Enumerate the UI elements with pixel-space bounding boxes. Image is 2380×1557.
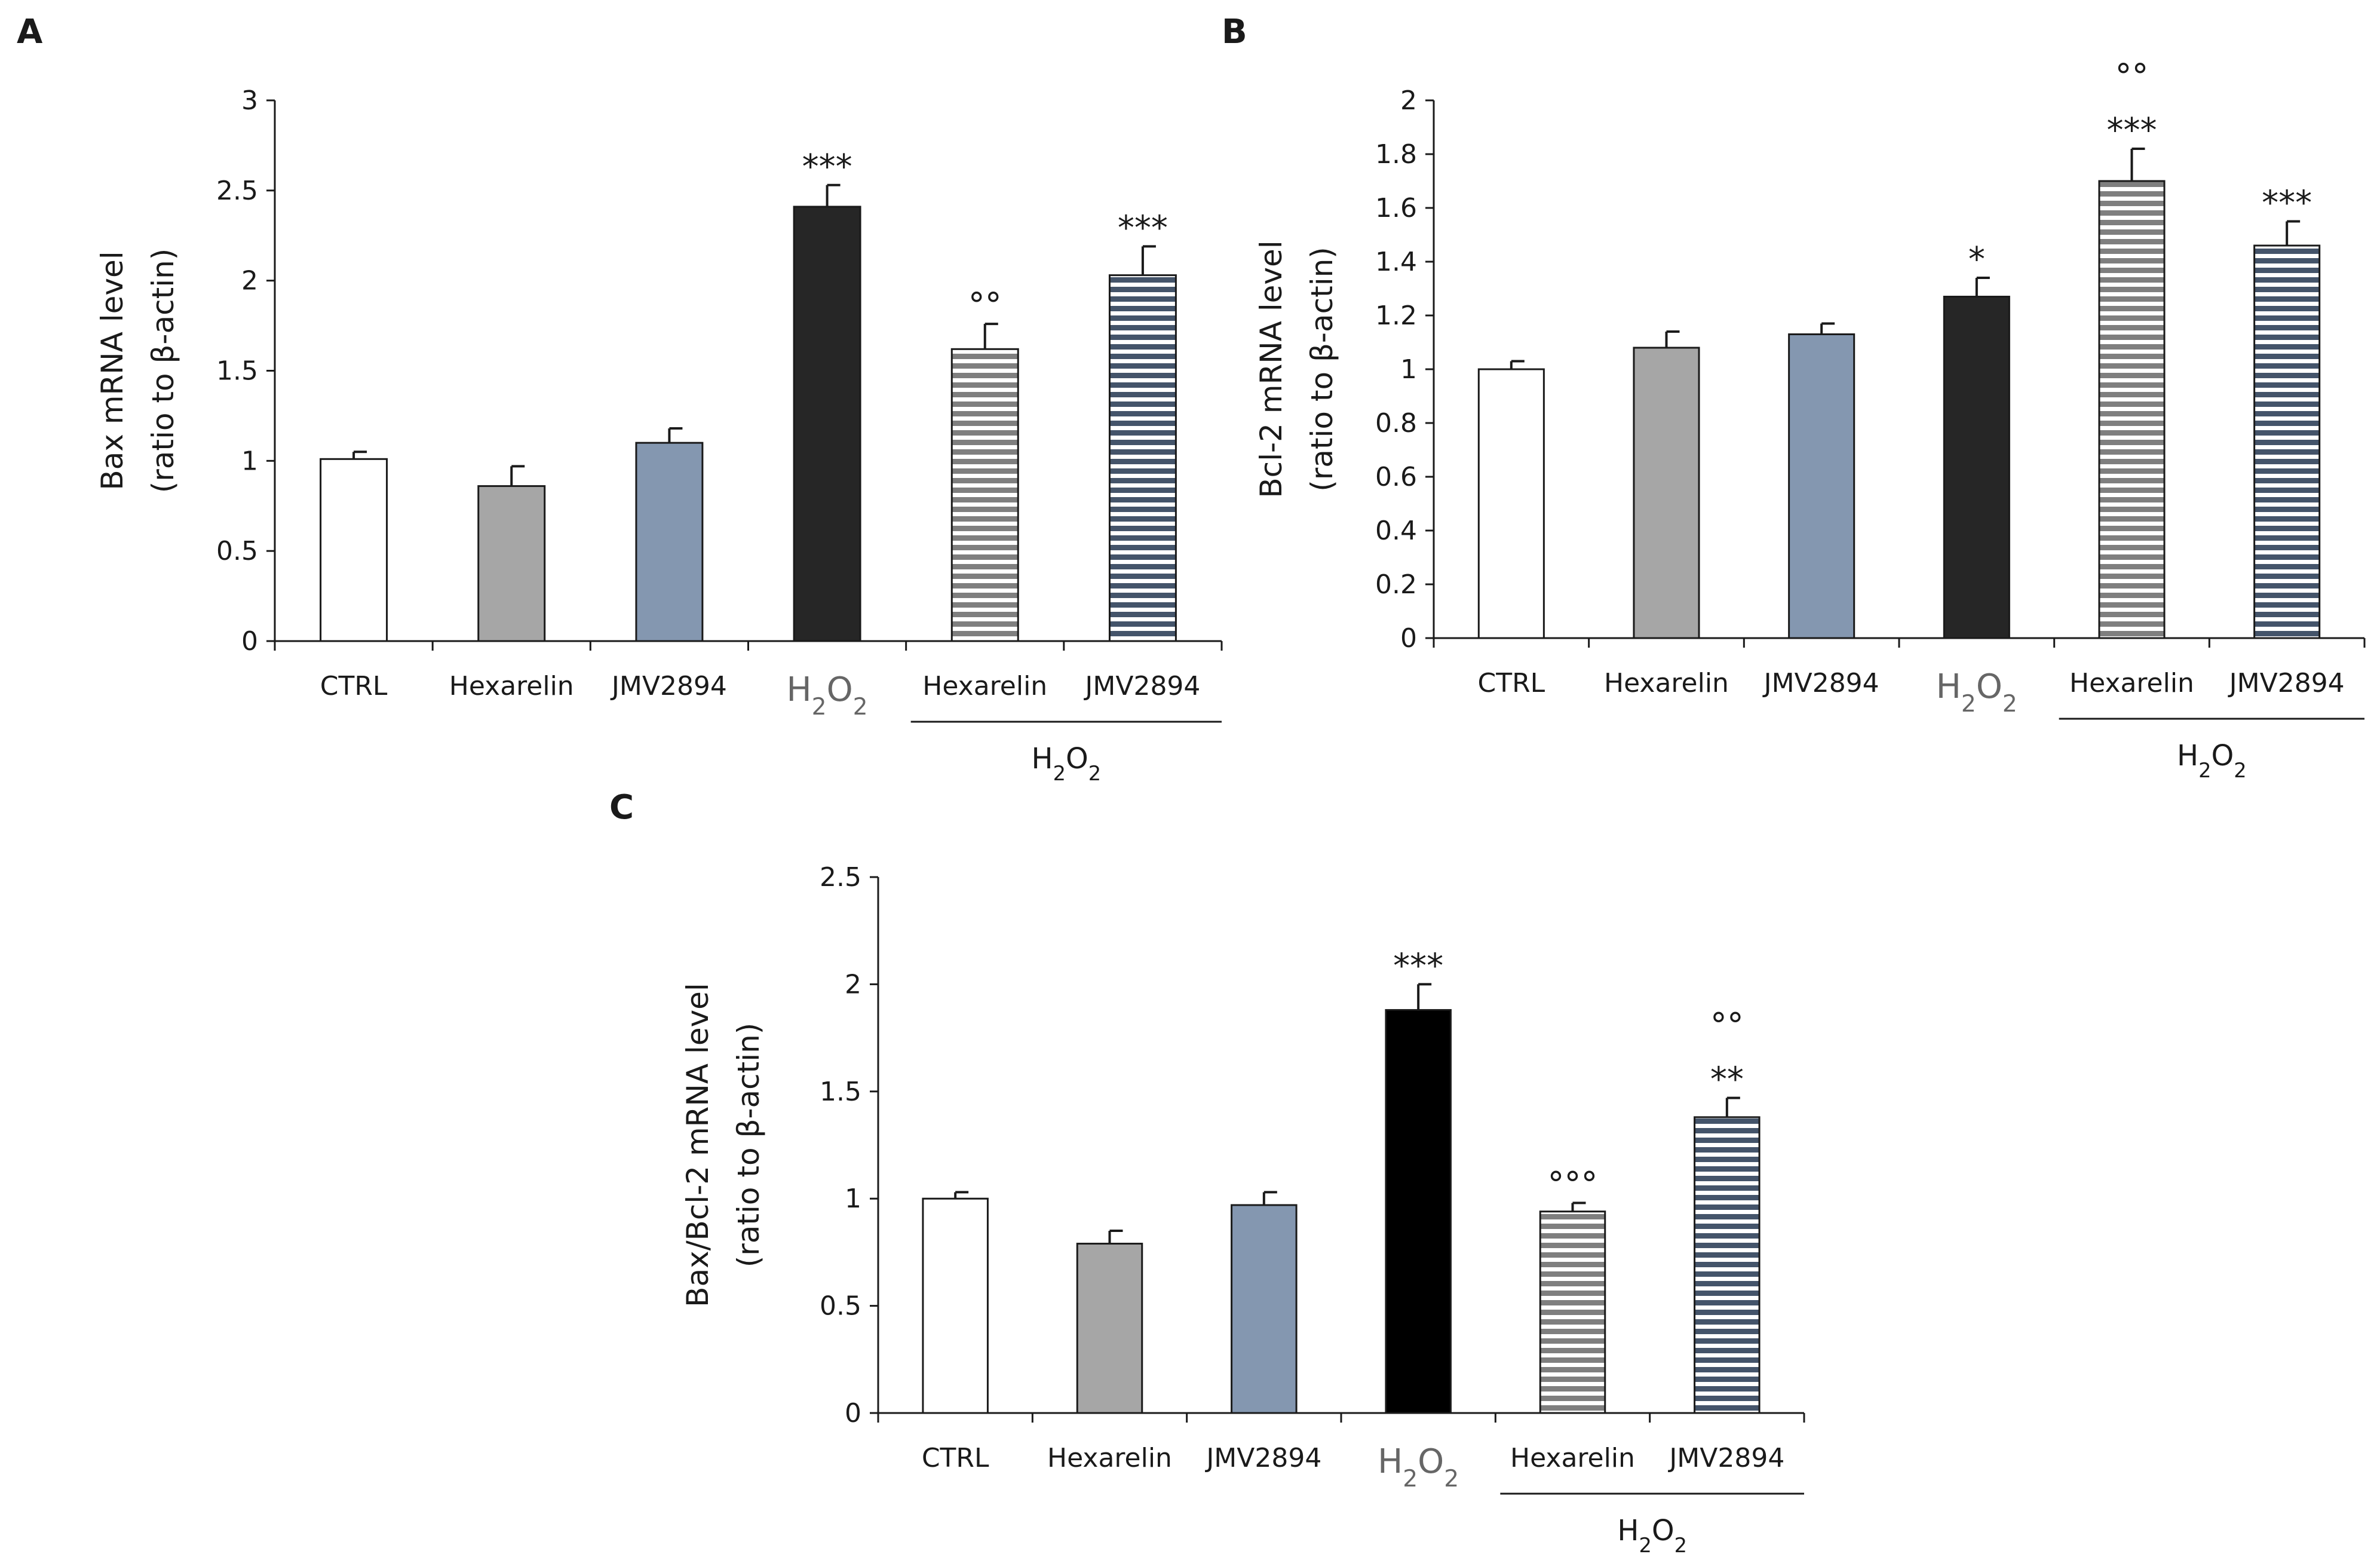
panel-letter-b: B (1222, 13, 1247, 51)
bar-2 (1076, 1243, 1143, 1414)
significance-circles: °°° (1548, 1165, 1598, 1204)
y-tick-label: 0.6 (1375, 462, 1417, 492)
bar-3 (1788, 333, 1855, 639)
x-category-label: CTRL (1477, 668, 1545, 698)
bar-4 (793, 206, 861, 642)
y-tick-label: 2 (1400, 85, 1417, 116)
bar-4 (1943, 296, 2010, 639)
bar-3 (1231, 1204, 1298, 1414)
y-tick-label: 1.5 (216, 356, 258, 387)
y-tick-label: 1.4 (1375, 247, 1417, 277)
y-tick-label: 1 (1400, 354, 1417, 385)
y-tick-label: 0.8 (1375, 408, 1417, 439)
bar-5 (2098, 180, 2166, 639)
x-category-label: JMV2894 (2228, 668, 2345, 698)
y-tick-label: 0 (1400, 623, 1417, 654)
bar-2 (477, 485, 546, 642)
y-tick-label: 0.5 (820, 1291, 861, 1322)
y-tick-label: 0.5 (216, 536, 258, 566)
bar-5 (950, 348, 1019, 642)
x-category-label: Hexarelin (2069, 668, 2194, 698)
bar-6 (1108, 274, 1177, 642)
x-category-label: JMV2894 (1762, 668, 1879, 698)
bar-6 (1694, 1116, 1761, 1414)
bar-6 (2253, 244, 2321, 639)
x-category-label: CTRL (922, 1443, 989, 1473)
significance-stars: *** (802, 148, 852, 186)
y-tick-label: 2 (241, 266, 258, 296)
bar-2 (1633, 347, 1700, 639)
x-category-label: Hexarelin (922, 671, 1047, 701)
y-axis-label-line1: Bax/Bcl-2 mRNA level (680, 983, 715, 1307)
x-category-label: H2O2 (1378, 1442, 1459, 1492)
significance-stars: * (1968, 240, 1985, 279)
y-tick-label: 2.5 (216, 176, 258, 206)
significance-circles: °° (2115, 57, 2149, 96)
bar-5 (1539, 1210, 1606, 1414)
y-axis-label-line2: (ratio to β-actin) (146, 249, 180, 494)
x-category-label: JMV2894 (610, 671, 727, 701)
y-tick-label: 1 (845, 1184, 861, 1214)
y-tick-label: 1.5 (820, 1077, 861, 1107)
significance-stars: *** (1393, 946, 1443, 985)
x-category-label: Hexarelin (1510, 1443, 1635, 1473)
x-category-label: JMV2894 (1204, 1443, 1321, 1473)
significance-circles: °° (968, 286, 1002, 325)
y-tick-label: 2.5 (820, 862, 861, 893)
x-category-label: CTRL (320, 671, 388, 701)
y-axis-label-line1: Bax mRNA level (95, 251, 130, 490)
panel-c-chart: C Bax/Bcl-2 mRNA level (ratio to β-actin) 0… (609, 788, 1805, 1557)
bar-1 (922, 1197, 989, 1414)
y-tick-label: 3 (241, 85, 258, 116)
group-label-h2o2: H2O2 (1032, 742, 1102, 785)
x-category-label: H2O2 (787, 670, 868, 721)
significance-stars: *** (1118, 209, 1168, 247)
x-category-label: Hexarelin (1047, 1443, 1172, 1473)
x-category-label: JMV2894 (1667, 1443, 1784, 1473)
significance-stars: *** (2262, 184, 2312, 223)
y-tick-label: 1.6 (1375, 193, 1417, 223)
y-tick-label: 1.2 (1375, 301, 1417, 331)
panel-letter-a: A (17, 13, 43, 51)
x-category-label: JMV2894 (1083, 671, 1200, 701)
y-axis-label-line1: Bcl-2 mRNA level (1254, 240, 1289, 498)
y-axis-label-line2: (ratio to β-actin) (1305, 247, 1339, 492)
bar-1 (1477, 368, 1545, 639)
x-category-label: H2O2 (1936, 667, 2017, 718)
significance-stars: ** (1710, 1061, 1744, 1099)
x-category-label: Hexarelin (1604, 668, 1729, 698)
panel-b-chart: B Bcl-2 mRNA level (ratio to β-actin) 0 0.2 0… (1222, 13, 2366, 782)
y-tick-label: 0 (845, 1398, 861, 1429)
x-category-label: Hexarelin (449, 671, 574, 701)
bar-4 (1385, 1009, 1452, 1414)
y-tick-label: 0 (241, 626, 258, 657)
y-tick-label: 1.8 (1375, 139, 1417, 170)
y-axis-label-line2: (ratio to β-actin) (731, 1023, 766, 1268)
y-tick-label: 0.2 (1375, 569, 1417, 600)
significance-stars: *** (2107, 111, 2157, 150)
y-tick-label: 2 (845, 969, 861, 1000)
panel-a-chart: A Bax mRNA level (ratio to β-actin) 0 0.5 1 1.… (17, 13, 1223, 785)
significance-circles: °° (1710, 1007, 1744, 1046)
group-label-h2o2: H2O2 (1617, 1514, 1687, 1557)
group-label-h2o2: H2O2 (2177, 739, 2247, 782)
y-tick-label: 0.4 (1375, 516, 1417, 546)
panel-letter-c: C (609, 788, 634, 827)
bar-3 (635, 442, 704, 642)
bar-1 (320, 458, 388, 642)
y-tick-label: 1 (241, 446, 258, 476)
